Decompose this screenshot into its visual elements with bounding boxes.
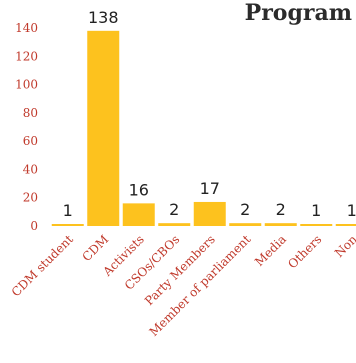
- bar: [264, 223, 297, 226]
- data-labels: 1 138 16 2 17 2 2 1 1: [63, 8, 356, 220]
- y-tick-label: 60: [23, 134, 38, 148]
- bar: [87, 30, 120, 227]
- x-tick-label: Media: [252, 232, 289, 269]
- y-tick-label: 140: [15, 21, 38, 35]
- data-label: 138: [88, 8, 119, 27]
- data-label: 1: [347, 201, 356, 220]
- y-tick-label: 80: [23, 106, 38, 120]
- chart-title: Program: [245, 0, 352, 26]
- x-tick-label: CDM: [79, 232, 111, 264]
- y-tick-label: 20: [23, 191, 38, 205]
- bar: [158, 223, 191, 226]
- x-tick-label: Others: [285, 232, 324, 271]
- bar: [193, 201, 226, 226]
- data-label: 2: [169, 200, 179, 219]
- data-label: 2: [240, 200, 250, 219]
- y-axis: 0 20 40 60 80 100 120 140: [15, 21, 38, 233]
- bar: [51, 224, 84, 226]
- x-tick-label: Non: [332, 232, 356, 260]
- y-tick-label: 0: [30, 219, 38, 233]
- data-label: 1: [311, 201, 321, 220]
- data-label: 16: [129, 180, 149, 199]
- data-label: 1: [63, 201, 73, 220]
- x-tick-label: CDM student: [9, 232, 76, 299]
- bar: [122, 203, 155, 226]
- y-tick-label: 120: [15, 49, 38, 63]
- data-label: 17: [200, 179, 220, 198]
- bar: [335, 224, 356, 226]
- data-label: 2: [276, 200, 286, 219]
- y-tick-label: 100: [15, 78, 38, 92]
- bar: [300, 224, 333, 226]
- bar: [229, 223, 262, 226]
- y-tick-label: 40: [23, 162, 38, 176]
- bars: [51, 30, 356, 227]
